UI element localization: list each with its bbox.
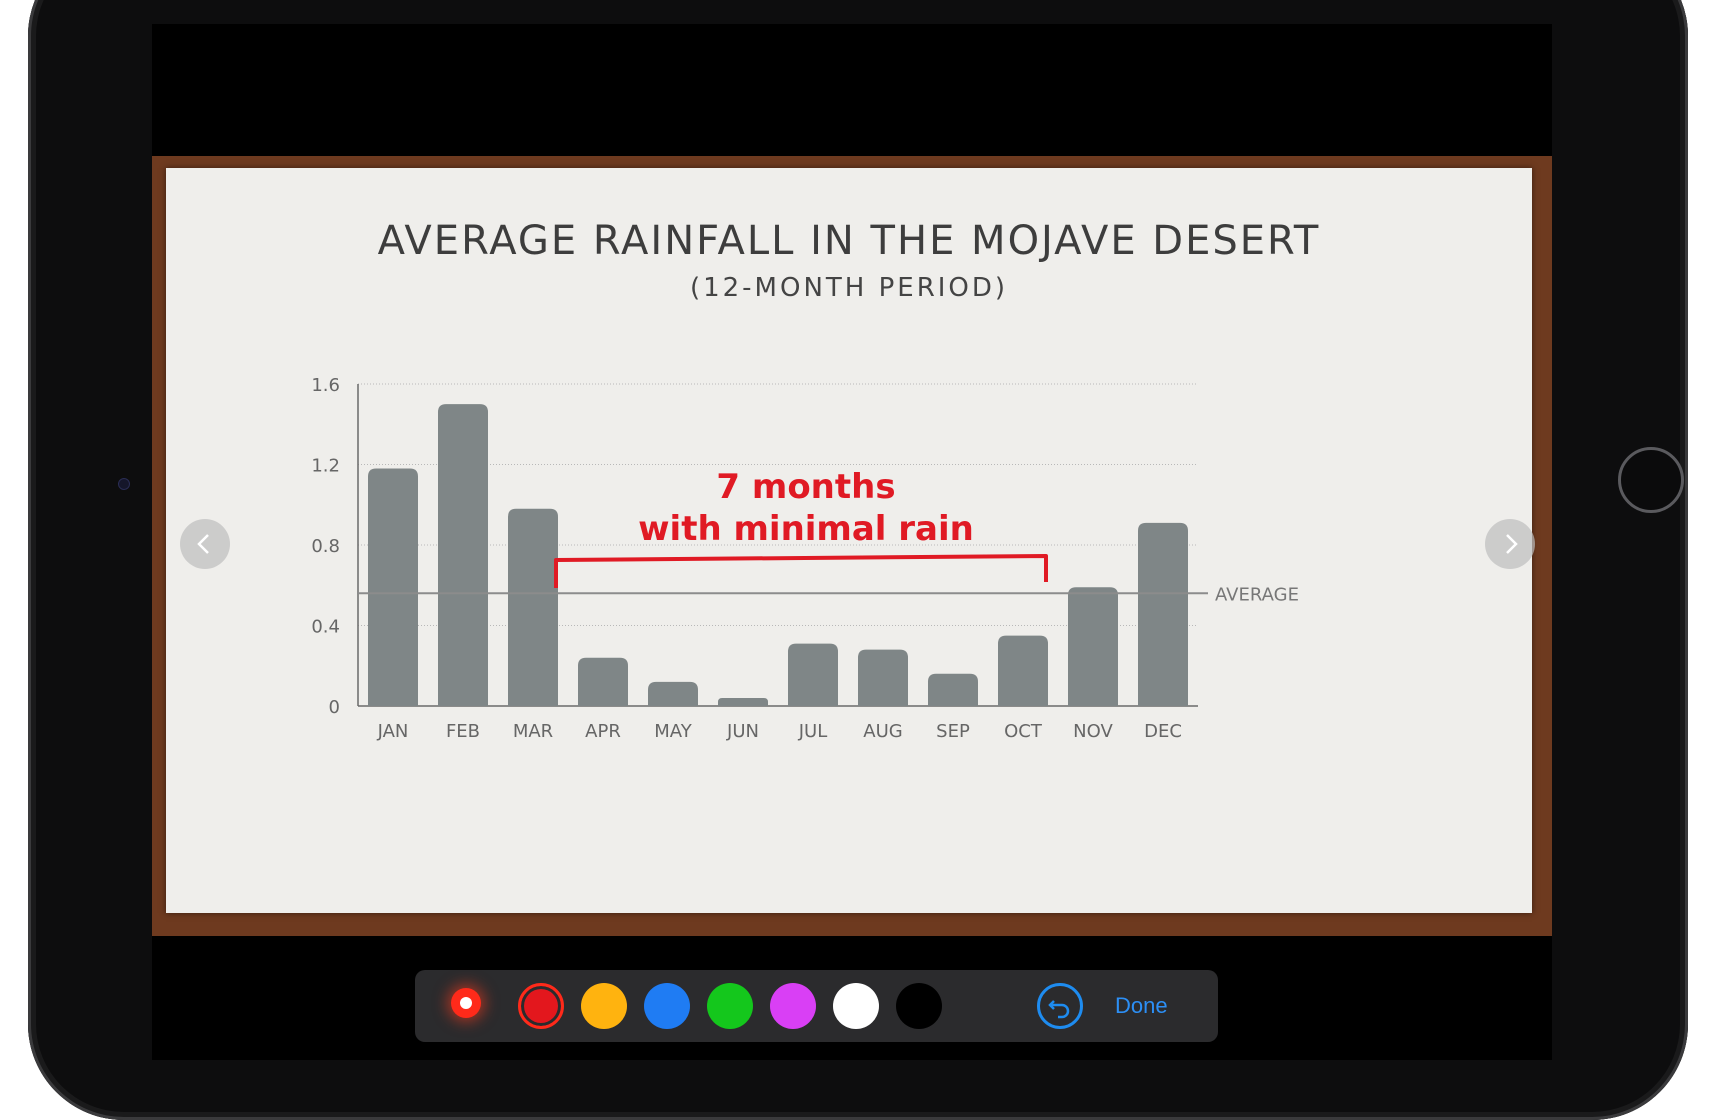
bar	[1138, 522, 1188, 706]
x-tick-label: MAR	[513, 721, 553, 742]
undo-icon	[1048, 1000, 1070, 1019]
bar	[928, 673, 978, 706]
y-tick-label: 1.6	[311, 375, 340, 396]
color-swatch-purple[interactable]	[770, 983, 816, 1029]
color-swatch-black[interactable]	[896, 983, 942, 1029]
x-tick-label: JUL	[798, 721, 828, 742]
pen-tool-icon[interactable]	[451, 988, 481, 1018]
x-tick-label: SEP	[936, 721, 970, 742]
x-tick-label: OCT	[1004, 721, 1043, 742]
slide-frame: AVERAGE RAINFALL IN THE MOJAVE DESERT (1…	[152, 156, 1552, 936]
bar	[578, 657, 628, 706]
slide-title: AVERAGE RAINFALL IN THE MOJAVE DESERT	[377, 218, 1321, 264]
y-tick-label: 0.8	[311, 536, 340, 557]
undo-button[interactable]	[1037, 983, 1083, 1029]
previous-slide-button[interactable]	[180, 519, 230, 569]
next-slide-button[interactable]	[1485, 519, 1535, 569]
front-camera	[118, 478, 130, 490]
color-swatch-blue[interactable]	[644, 983, 690, 1029]
markup-toolbar: Done	[415, 970, 1218, 1042]
bar	[508, 508, 558, 706]
home-button[interactable]	[1618, 447, 1684, 513]
color-swatch-red[interactable]	[518, 983, 564, 1029]
x-tick-label: FEB	[446, 721, 480, 742]
color-swatch-white[interactable]	[833, 983, 879, 1029]
y-tick-label: 0	[329, 697, 340, 718]
chevron-left-icon	[197, 534, 209, 554]
x-tick-label: APR	[585, 721, 621, 742]
y-tick-label: 1.2	[311, 456, 340, 477]
slide-subtitle: (12-MONTH PERIOD)	[689, 273, 1009, 303]
annotation-bracket	[554, 554, 1048, 588]
bar	[788, 643, 838, 706]
average-label: AVERAGE	[1215, 584, 1299, 605]
bar	[438, 404, 488, 706]
annotation-text-line1: 7 months	[716, 467, 895, 507]
x-tick-label: DEC	[1144, 721, 1182, 742]
x-tick-label: AUG	[863, 721, 902, 742]
bar	[718, 697, 768, 706]
x-tick-label: JUN	[726, 721, 759, 742]
x-tick-label: JAN	[377, 721, 409, 742]
screen: AVERAGE RAINFALL IN THE MOJAVE DESERT (1…	[152, 24, 1552, 1060]
bar	[998, 635, 1048, 706]
bar	[648, 681, 698, 706]
chevron-right-icon	[1506, 534, 1518, 554]
x-tick-label: MAY	[654, 721, 692, 742]
color-swatch-green[interactable]	[707, 983, 753, 1029]
y-tick-label: 0.4	[311, 617, 340, 638]
annotation-text-line2: with minimal rain	[638, 509, 974, 549]
bar	[1068, 587, 1118, 706]
x-tick-label: NOV	[1073, 721, 1113, 742]
bar	[858, 649, 908, 706]
color-swatch-yellow[interactable]	[581, 983, 627, 1029]
done-button[interactable]: Done	[1115, 993, 1168, 1018]
rainfall-bar-chart: 0 0.4 0.8 1.2 1.6 JAN FEB MAR APR MAY JUN JUL AUG SEP…	[311, 375, 1299, 742]
bar	[368, 468, 418, 706]
slide: AVERAGE RAINFALL IN THE MOJAVE DESERT (1…	[166, 168, 1532, 913]
